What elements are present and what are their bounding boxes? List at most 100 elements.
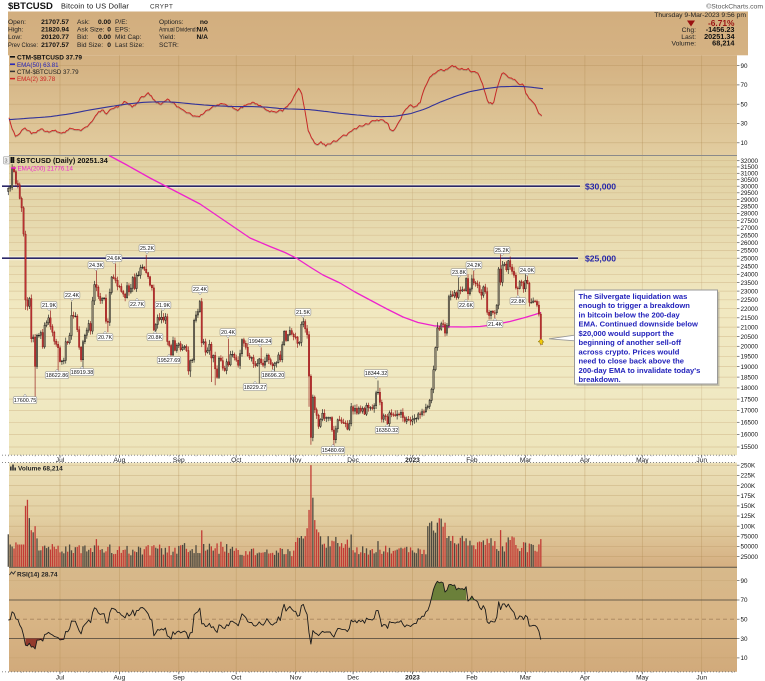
svg-text:18622.86: 18622.86 <box>46 373 68 379</box>
svg-text:Jun: Jun <box>696 674 707 681</box>
svg-text:Mar: Mar <box>520 674 532 681</box>
svg-text:20120.77: 20120.77 <box>41 34 69 41</box>
svg-text:24500: 24500 <box>741 263 759 270</box>
svg-text:22.4K: 22.4K <box>193 287 207 293</box>
svg-text:across crypto. Prices would: across crypto. Prices would <box>579 347 680 356</box>
svg-text:EMA(2) 39.78: EMA(2) 39.78 <box>17 76 56 83</box>
svg-text:22000: 22000 <box>741 306 759 313</box>
svg-text:The Silvergate liquidation was: The Silvergate liquidation was <box>579 292 688 301</box>
svg-text:Jul: Jul <box>56 457 65 464</box>
svg-text:Bitcoin to US Dollar: Bitcoin to US Dollar <box>61 2 129 11</box>
svg-text:21707.57: 21707.57 <box>41 42 69 49</box>
svg-text:19000: 19000 <box>741 364 759 371</box>
svg-text:EMA(50) 63.81: EMA(50) 63.81 <box>17 62 59 69</box>
svg-text:$BTCUSD (Daily) 20251.34: $BTCUSD (Daily) 20251.34 <box>17 156 109 165</box>
svg-text:16500: 16500 <box>741 420 759 427</box>
svg-text:Aug: Aug <box>114 674 126 681</box>
svg-text:25.2K: 25.2K <box>140 246 154 252</box>
svg-text:Dec: Dec <box>347 674 359 681</box>
svg-text:18696.20: 18696.20 <box>262 373 284 379</box>
svg-text:50: 50 <box>741 617 749 624</box>
svg-text:31500: 31500 <box>741 164 759 171</box>
svg-text:21707.57: 21707.57 <box>41 19 69 26</box>
svg-text:0.00: 0.00 <box>98 34 111 41</box>
svg-text:EMA. Continued downside below: EMA. Continued downside below <box>579 320 698 329</box>
svg-text:70: 70 <box>741 597 749 604</box>
svg-text:Volume:: Volume: <box>671 40 696 47</box>
svg-text:10: 10 <box>741 655 749 662</box>
svg-text:CRYPT: CRYPT <box>150 4 173 11</box>
svg-text:Last:: Last: <box>681 34 696 41</box>
svg-text:175K: 175K <box>741 493 757 500</box>
svg-text:Bid Size:: Bid Size: <box>77 42 103 49</box>
svg-text:Oct: Oct <box>231 457 241 464</box>
svg-text:Sep: Sep <box>173 457 185 464</box>
svg-text:21.5K: 21.5K <box>296 310 310 316</box>
svg-text:20251.34: 20251.34 <box>704 32 735 41</box>
svg-text:Oct: Oct <box>231 674 241 681</box>
svg-text:beginning of another sell-off: beginning of another sell-off <box>579 338 682 347</box>
svg-text:30: 30 <box>741 636 749 643</box>
svg-text:no: no <box>200 19 208 26</box>
svg-text:May: May <box>636 674 649 681</box>
svg-text:19946.24: 19946.24 <box>249 339 271 345</box>
svg-text:2023: 2023 <box>405 457 420 464</box>
svg-text:Feb: Feb <box>466 457 478 464</box>
svg-text:27000: 27000 <box>741 225 759 232</box>
svg-text:21.4K: 21.4K <box>488 322 502 328</box>
svg-text:17600.75: 17600.75 <box>14 398 36 404</box>
svg-text:50: 50 <box>741 101 749 108</box>
svg-text:20.4K: 20.4K <box>221 330 235 336</box>
svg-text:200K: 200K <box>741 483 757 490</box>
svg-text:26500: 26500 <box>741 232 759 239</box>
svg-text:$BTCUSD: $BTCUSD <box>8 1 53 12</box>
svg-text:-1456.23: -1456.23 <box>706 25 735 34</box>
svg-text:28000: 28000 <box>741 211 759 218</box>
svg-text:Ask:: Ask: <box>77 19 90 26</box>
svg-text:17500: 17500 <box>741 396 759 403</box>
svg-text:EPS:: EPS: <box>115 27 130 34</box>
svg-text:68,214: 68,214 <box>712 38 735 47</box>
svg-text:Apr: Apr <box>580 457 591 464</box>
svg-text:P/E:: P/E: <box>115 19 128 26</box>
svg-text:15480.69: 15480.69 <box>322 448 344 454</box>
svg-text:18919.38: 18919.38 <box>71 370 93 376</box>
svg-text:15500: 15500 <box>741 444 759 451</box>
svg-text:24.0K: 24.0K <box>520 268 534 274</box>
svg-text:29500: 29500 <box>741 190 759 197</box>
svg-text:Options:: Options: <box>159 19 184 26</box>
svg-text:24.6K: 24.6K <box>107 256 121 262</box>
svg-text:need to close back above the: need to close back above the <box>579 357 685 366</box>
svg-text:-6.71%: -6.71% <box>708 18 735 28</box>
svg-text:17000: 17000 <box>741 408 759 415</box>
svg-text:©StockCharts.com: ©StockCharts.com <box>706 3 763 11</box>
svg-text:$25,000: $25,000 <box>585 253 616 263</box>
svg-text:22.8K: 22.8K <box>511 299 525 305</box>
svg-text:in bitcoin below the 200-day: in bitcoin below the 200-day <box>579 310 681 319</box>
svg-text:Thursday 9-Mar-2023 9:56 pm: Thursday 9-Mar-2023 9:56 pm <box>654 12 746 19</box>
svg-text:19500: 19500 <box>741 354 759 361</box>
svg-text:16000: 16000 <box>741 432 759 439</box>
svg-text:19527.69: 19527.69 <box>158 358 180 364</box>
svg-text:0: 0 <box>107 27 111 34</box>
svg-text:breakdown.: breakdown. <box>579 375 621 384</box>
svg-text:N/A: N/A <box>196 34 208 41</box>
svg-text:3: 3 <box>5 159 8 165</box>
svg-text:10: 10 <box>741 140 749 147</box>
svg-text:32000: 32000 <box>741 158 759 165</box>
svg-text:21500: 21500 <box>741 315 759 322</box>
svg-text:24000: 24000 <box>741 272 759 279</box>
svg-text:Nov: Nov <box>290 674 302 681</box>
svg-text:Apr: Apr <box>580 674 591 681</box>
svg-text:Jun: Jun <box>696 457 707 464</box>
svg-text:25.2K: 25.2K <box>495 248 509 254</box>
svg-text:75000: 75000 <box>741 534 759 541</box>
svg-text:Prev Close:: Prev Close: <box>8 42 38 49</box>
svg-text:20.8K: 20.8K <box>148 335 162 341</box>
svg-text:24.2K: 24.2K <box>467 263 481 269</box>
svg-text:50000: 50000 <box>741 544 759 551</box>
svg-text:0: 0 <box>107 42 111 49</box>
svg-text:Aug: Aug <box>114 457 126 464</box>
svg-text:CTM-$BTCUSD 37.79: CTM-$BTCUSD 37.79 <box>17 55 82 62</box>
svg-text:22500: 22500 <box>741 297 759 304</box>
